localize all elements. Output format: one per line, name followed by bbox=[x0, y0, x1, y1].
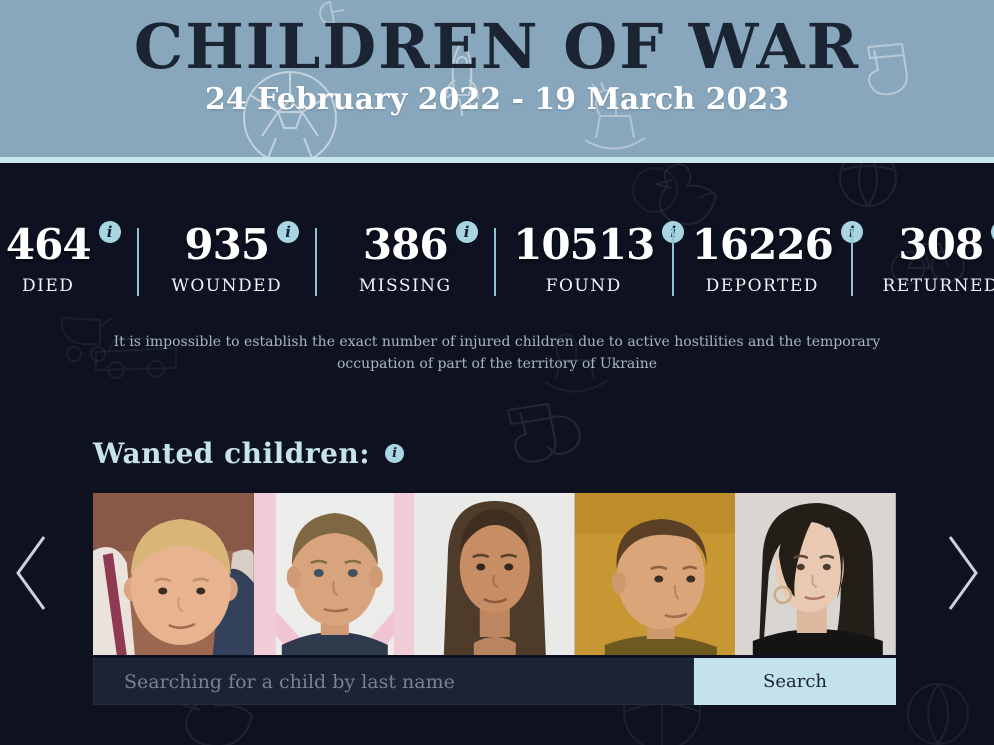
stat-label: DIED bbox=[22, 276, 75, 296]
search-button[interactable]: Search bbox=[694, 658, 896, 705]
header: CHILDREN OF WAR 24 February 2022 - 19 Ma… bbox=[0, 0, 994, 157]
stat-value: 386 bbox=[362, 220, 449, 269]
info-icon[interactable]: i bbox=[385, 444, 405, 463]
stat-value: 935 bbox=[184, 220, 270, 269]
stat-value: 464 bbox=[5, 220, 92, 269]
stat-value: 308 bbox=[898, 220, 984, 269]
chevron-left-icon bbox=[16, 536, 46, 610]
stat-value: 16226 bbox=[691, 220, 834, 269]
info-icon[interactable]: i bbox=[277, 221, 300, 243]
child-photo[interactable] bbox=[735, 493, 896, 655]
duck-icon bbox=[655, 163, 718, 226]
stat-wounded: 935 i WOUNDED bbox=[138, 221, 317, 296]
stat-found: 10513 i FOUND bbox=[495, 221, 685, 296]
chevron-right-icon bbox=[948, 536, 978, 610]
child-photo[interactable] bbox=[414, 493, 575, 655]
wanted-children-header: Wanted children: i bbox=[93, 437, 405, 470]
sock-pair-icon bbox=[507, 402, 581, 463]
carousel-next-button[interactable] bbox=[942, 531, 986, 615]
info-icon[interactable]: i bbox=[455, 221, 478, 243]
stat-label: WOUNDED bbox=[171, 276, 283, 296]
child-photo[interactable] bbox=[93, 493, 254, 655]
wanted-children-heading: Wanted children: bbox=[93, 437, 371, 470]
stat-label: FOUND bbox=[545, 276, 622, 296]
carousel-prev-button[interactable] bbox=[8, 531, 52, 615]
stat-label: DEPORTED bbox=[705, 276, 819, 296]
stat-label: MISSING bbox=[358, 276, 452, 296]
ball-icon bbox=[632, 167, 678, 213]
date-range-subtitle: 24 February 2022 - 19 March 2023 bbox=[204, 82, 790, 118]
stat-label: RETURNED bbox=[882, 276, 994, 296]
page-title: CHILDREN OF WAR bbox=[133, 10, 861, 83]
ball-icon bbox=[907, 683, 969, 745]
stat-value: 10513 bbox=[513, 220, 655, 269]
search-input[interactable] bbox=[93, 658, 694, 705]
stat-missing: 386 i MISSING bbox=[316, 221, 495, 296]
child-photo[interactable] bbox=[574, 493, 736, 655]
info-icon[interactable]: i bbox=[98, 221, 121, 243]
header-divider-strip bbox=[0, 157, 994, 163]
stat-died: 464 i DIED bbox=[0, 221, 138, 296]
wanted-children-carousel bbox=[93, 493, 896, 655]
stat-deported: 16226 i DEPORTED bbox=[673, 221, 863, 296]
info-icon[interactable]: i bbox=[991, 221, 994, 243]
stat-returned: 308 i RETURNED bbox=[852, 221, 994, 296]
statistics-disclaimer: It is impossible to establish the exact … bbox=[113, 334, 881, 373]
child-photo[interactable] bbox=[253, 493, 415, 655]
statistics-row: 464 i DIED 935 i WOUNDED 386 i MISSING 1051… bbox=[0, 221, 994, 296]
child-search-form: Search bbox=[93, 658, 896, 705]
